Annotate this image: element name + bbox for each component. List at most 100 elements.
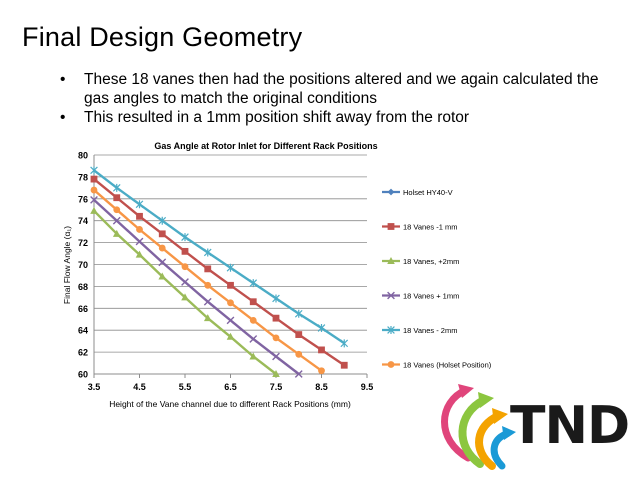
- data-point: [158, 216, 167, 225]
- data-point: [226, 316, 235, 325]
- legend-marker: [387, 223, 395, 230]
- data-point: [295, 350, 303, 358]
- x-tick-label: 7.5: [270, 382, 283, 392]
- data-point: [90, 186, 98, 194]
- data-point: [295, 331, 303, 338]
- bullet-item: • This resulted in a 1mm position shift …: [60, 108, 600, 127]
- data-point: [272, 314, 280, 322]
- y-tick-label: 70: [78, 260, 88, 270]
- data-point: [158, 258, 167, 267]
- data-point: [272, 294, 280, 303]
- legend-item: 18 Vanes - 2mm: [382, 326, 457, 335]
- data-point: [158, 230, 166, 238]
- y-axis-label: Final Flow Angle (α₁): [62, 226, 72, 304]
- series-line: [93, 178, 345, 367]
- data-point: [204, 281, 212, 289]
- data-point: [90, 166, 98, 175]
- legend-marker: [387, 326, 395, 334]
- data-point: [249, 279, 258, 288]
- data-point: [294, 309, 303, 318]
- page-title: Final Design Geometry: [22, 22, 303, 52]
- series: [90, 186, 325, 375]
- series: [90, 166, 349, 348]
- series: [90, 175, 348, 369]
- legend-label: 18 Vanes, +2mm: [403, 257, 459, 266]
- y-tick-label: 62: [78, 348, 88, 358]
- data-point: [204, 265, 212, 273]
- data-point: [158, 244, 166, 252]
- data-point: [203, 297, 212, 306]
- data-point: [112, 229, 121, 237]
- data-point: [90, 175, 98, 183]
- x-tick-label: 8.5: [315, 382, 328, 392]
- data-point: [318, 346, 325, 354]
- series-line: [93, 169, 345, 345]
- data-point: [203, 314, 212, 322]
- bullet-text: This resulted in a 1mm position shift aw…: [84, 109, 470, 126]
- data-point: [340, 339, 349, 348]
- y-tick-label: 74: [78, 216, 88, 226]
- y-tick-label: 80: [78, 151, 88, 161]
- x-tick-label: 5.5: [179, 382, 192, 392]
- data-point: [203, 248, 212, 257]
- x-tick-label: 4.5: [133, 382, 146, 392]
- y-tick-label: 68: [78, 282, 88, 292]
- legend-marker: [387, 361, 395, 368]
- legend-item: Holset HY40-V: [382, 188, 453, 197]
- data-point: [181, 233, 189, 242]
- data-point: [249, 352, 258, 360]
- legend-item: 18 Vanes -1 mm: [382, 223, 457, 232]
- data-point: [317, 324, 326, 333]
- data-point: [249, 298, 257, 306]
- data-point: [181, 293, 189, 301]
- data-point: [227, 281, 234, 289]
- data-point: [272, 370, 280, 377]
- bullet-dot: •: [60, 109, 66, 126]
- x-tick-label: 9.5: [361, 382, 374, 392]
- logo-text: TND: [510, 396, 630, 456]
- data-point: [90, 196, 98, 204]
- data-point: [226, 332, 235, 340]
- data-point: [181, 263, 189, 271]
- legend-marker: [387, 188, 395, 196]
- bullet-item: • These 18 vanes then had the positions …: [60, 70, 600, 108]
- y-tick-label: 60: [78, 370, 88, 380]
- data-point: [340, 361, 348, 369]
- y-tick-label: 76: [78, 194, 88, 204]
- series: [90, 206, 280, 377]
- bullet-text: These 18 vanes then had the positions al…: [84, 71, 599, 107]
- data-point: [318, 367, 325, 375]
- legend-item: 18 Vanes (Holset Position): [382, 361, 492, 370]
- y-tick-label: 66: [78, 304, 88, 314]
- series-layer: [90, 166, 349, 378]
- legend-label: Holset HY40-V: [403, 188, 453, 197]
- data-point: [249, 316, 257, 324]
- data-point: [136, 226, 143, 233]
- data-point: [181, 278, 189, 286]
- legend-item: 18 Vanes, +2mm: [382, 257, 459, 266]
- data-point: [294, 370, 303, 378]
- x-tick-label: 6.5: [224, 382, 237, 392]
- data-point: [90, 206, 98, 214]
- legend-marker: [387, 257, 395, 264]
- bullet-list: • These 18 vanes then had the positions …: [60, 70, 600, 127]
- y-tick-label: 78: [78, 172, 88, 182]
- x-tick-label: 3.5: [88, 382, 101, 392]
- data-point: [226, 263, 235, 272]
- data-point: [249, 335, 258, 343]
- data-point: [113, 194, 121, 202]
- series: [90, 196, 303, 378]
- data-point: [135, 250, 144, 258]
- data-point: [113, 206, 121, 214]
- y-tick-label: 64: [78, 326, 88, 336]
- series-line: [93, 199, 300, 375]
- series-line: [93, 189, 323, 372]
- data-point: [181, 247, 189, 255]
- legend-label: 18 Vanes -1 mm: [403, 223, 457, 232]
- legend-item: 18 Vanes + 1mm: [382, 292, 459, 301]
- data-point: [112, 183, 121, 192]
- legend-label: 18 Vanes + 1mm: [403, 292, 459, 301]
- x-axis-label: Height of the Vane channel due to differ…: [109, 399, 351, 409]
- data-point: [112, 216, 121, 225]
